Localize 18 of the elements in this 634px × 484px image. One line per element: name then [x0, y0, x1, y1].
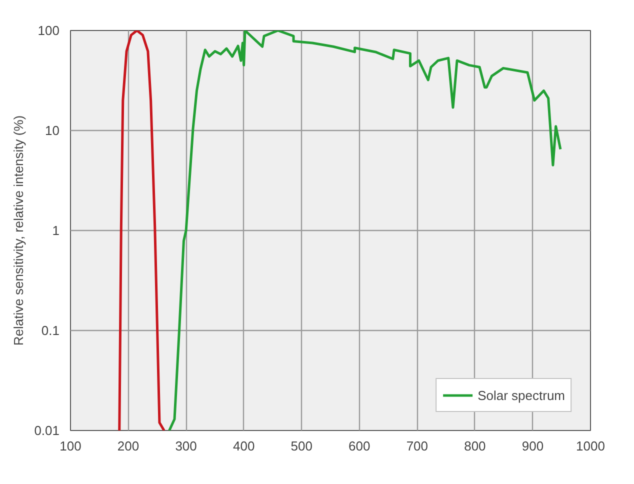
- x-tick-label: 400: [232, 438, 255, 454]
- y-tick-label: 100: [38, 23, 60, 38]
- y-tick-label: 0.01: [34, 423, 60, 438]
- x-tick-label: 800: [464, 438, 486, 454]
- x-tick-label: 100: [60, 438, 82, 454]
- x-tick-label: 600: [348, 438, 370, 454]
- x-tick-label: 1000: [576, 438, 605, 454]
- y-tick-label: 1: [52, 223, 60, 238]
- y-tick-label: 0.1: [41, 323, 60, 338]
- legend-label: Solar spectrum: [478, 388, 565, 402]
- y-tick-label: 10: [45, 123, 60, 138]
- line-series: [118, 30, 166, 430]
- x-tick-label: 300: [175, 438, 197, 454]
- x-tick-label: 200: [117, 438, 140, 454]
- x-tick-label: 900: [522, 438, 544, 454]
- x-tick-label: 700: [406, 438, 428, 454]
- y-axis-title: Relative sensitivity, relative intensity (%): [11, 115, 26, 346]
- x-tick-label: 500: [290, 438, 312, 454]
